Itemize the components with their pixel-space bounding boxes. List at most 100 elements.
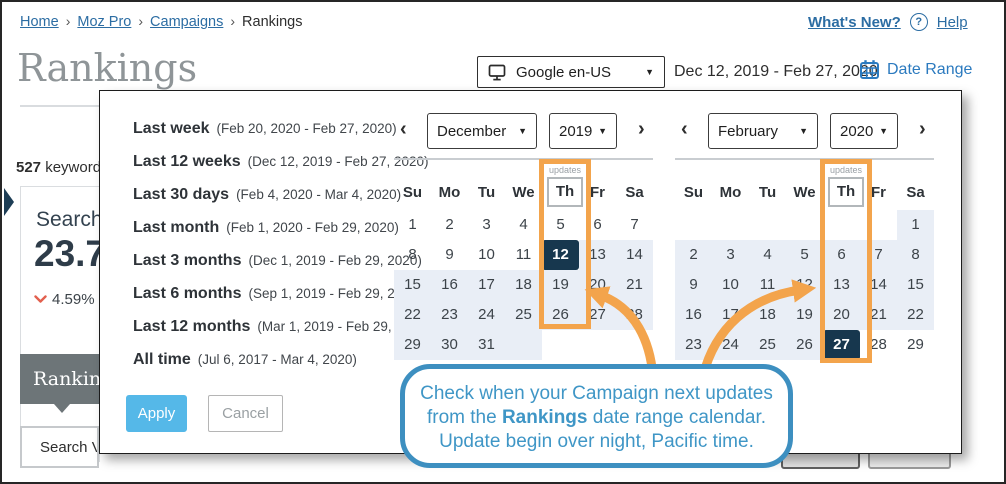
- day-cell[interactable]: 30: [431, 330, 468, 360]
- search-visibility-toggle[interactable]: Search V: [20, 426, 99, 468]
- day-cell[interactable]: 6: [823, 240, 860, 270]
- weekday-label: Fr: [590, 184, 605, 201]
- prev-month-button[interactable]: ‹: [681, 118, 688, 140]
- year-select[interactable]: 2019 ▼: [549, 113, 617, 149]
- day-cell[interactable]: 1: [408, 216, 417, 233]
- day-cell[interactable]: 1: [897, 210, 934, 240]
- day-cell[interactable]: 27: [579, 300, 616, 330]
- weekday-label: Tu: [758, 184, 777, 201]
- day-cell[interactable]: 14: [616, 240, 653, 270]
- day-cell[interactable]: 23: [675, 330, 712, 360]
- preset-item[interactable]: All time (Jul 6, 2017 - Mar 4, 2020): [133, 343, 430, 376]
- preset-range: (Jul 6, 2017 - Mar 4, 2020): [197, 352, 357, 367]
- day-cell[interactable]: 12: [786, 270, 823, 300]
- day-cell[interactable]: 2: [445, 216, 454, 233]
- day-cell[interactable]: 18: [505, 270, 542, 300]
- day-cell[interactable]: 26: [786, 330, 823, 360]
- day-cell[interactable]: 7: [630, 216, 639, 233]
- day-cell[interactable]: 29: [394, 330, 431, 360]
- day-cell[interactable]: 22: [394, 300, 431, 330]
- day-cell[interactable]: 9: [675, 270, 712, 300]
- day-cell[interactable]: 11: [515, 246, 532, 263]
- apply-button[interactable]: Apply: [126, 395, 187, 432]
- date-range-button[interactable]: Date Range: [859, 59, 972, 80]
- whats-new-link[interactable]: What's New?: [808, 13, 901, 31]
- preset-range: (Feb 4, 2020 - Mar 4, 2020): [236, 187, 402, 202]
- day-cell[interactable]: 14: [860, 270, 897, 300]
- day-cell[interactable]: 20: [579, 270, 616, 300]
- breadcrumb-item-home[interactable]: Home: [20, 14, 59, 30]
- month-select[interactable]: December ▼: [427, 113, 537, 149]
- day-cell[interactable]: 15: [897, 270, 934, 300]
- day-cell[interactable]: 10: [712, 270, 749, 300]
- preset-item[interactable]: Last 6 months (Sep 1, 2019 - Feb 29, 2020…: [133, 277, 430, 310]
- day-cell-selected[interactable]: 12: [542, 240, 579, 270]
- search-engine-selector[interactable]: Google en-US ▼: [477, 56, 665, 88]
- day-cell[interactable]: 2: [675, 240, 712, 270]
- day-cell[interactable]: 13: [579, 240, 616, 270]
- day-cell[interactable]: 23: [431, 300, 468, 330]
- day-cell[interactable]: 10: [478, 246, 495, 263]
- day-cell[interactable]: 28: [870, 336, 887, 353]
- day-cell[interactable]: 18: [749, 300, 786, 330]
- day-cell[interactable]: 4: [519, 216, 528, 233]
- day-cell[interactable]: 9: [445, 246, 454, 263]
- day-cell[interactable]: 19: [786, 300, 823, 330]
- day-cell[interactable]: 31: [468, 330, 505, 360]
- day-grid: 1 2 3 4 5 6 7 8 9 10 11 12 13 14 15 16 17 18 19 20 21 22 23 24 2…: [394, 210, 653, 360]
- day-cell[interactable]: 25: [749, 330, 786, 360]
- preset-item[interactable]: Last 30 days (Feb 4, 2020 - Mar 4, 2020): [133, 178, 430, 211]
- day-cell[interactable]: 4: [749, 240, 786, 270]
- day-cell[interactable]: 21: [860, 300, 897, 330]
- day-cell[interactable]: 21: [616, 270, 653, 300]
- day-cell[interactable]: 15: [394, 270, 431, 300]
- day-cell[interactable]: 24: [712, 330, 749, 360]
- cancel-button[interactable]: Cancel: [208, 395, 283, 432]
- day-cell[interactable]: [505, 330, 542, 360]
- preset-label: Last 3 months: [133, 252, 242, 269]
- day-cell[interactable]: 24: [468, 300, 505, 330]
- day-cell[interactable]: 16: [431, 270, 468, 300]
- breadcrumb-item-campaigns[interactable]: Campaigns: [150, 14, 224, 30]
- preset-range: (Mar 1, 2019 - Feb 29, 2020): [257, 319, 430, 334]
- preset-item[interactable]: Last month (Feb 1, 2020 - Feb 29, 2020): [133, 211, 430, 244]
- preset-item[interactable]: Last 3 months (Dec 1, 2019 - Feb 29, 2020…: [133, 244, 430, 277]
- day-cell[interactable]: 3: [482, 216, 491, 233]
- day-cell[interactable]: 20: [823, 300, 860, 330]
- weekday-row: Su Mo Tu We Th Fr Sa: [675, 175, 934, 211]
- updates-label: updates: [548, 165, 582, 175]
- month-select[interactable]: February ▼: [708, 113, 818, 149]
- day-cell[interactable]: 13: [823, 270, 860, 300]
- day-cell[interactable]: 8: [897, 240, 934, 270]
- day-cell[interactable]: 7: [860, 240, 897, 270]
- day-cell[interactable]: 5: [786, 240, 823, 270]
- preset-item[interactable]: Last 12 weeks (Dec 12, 2019 - Feb 27, 202…: [133, 145, 430, 178]
- day-cell-selected[interactable]: 27: [823, 330, 860, 360]
- day-cell[interactable]: 17: [712, 300, 749, 330]
- day-cell[interactable]: 17: [468, 270, 505, 300]
- day-cell[interactable]: 5: [556, 216, 565, 233]
- day-cell[interactable]: 11: [749, 270, 786, 300]
- help-link[interactable]: Help: [936, 13, 968, 31]
- next-month-button[interactable]: ›: [919, 118, 926, 140]
- day-cell[interactable]: 8: [408, 246, 417, 263]
- day-cell[interactable]: 3: [712, 240, 749, 270]
- weekday-label: Mo: [719, 184, 742, 201]
- day-cell[interactable]: 26: [542, 300, 579, 330]
- breadcrumb-item-moz-pro[interactable]: Moz Pro: [77, 14, 132, 30]
- tab-rankings[interactable]: Ranking: [20, 354, 99, 404]
- day-cell[interactable]: 19: [542, 270, 579, 300]
- day-cell[interactable]: 16: [675, 300, 712, 330]
- day-cell[interactable]: 6: [593, 216, 602, 233]
- day-cell[interactable]: 28: [616, 300, 653, 330]
- day-cell[interactable]: 29: [907, 336, 924, 353]
- year-select[interactable]: 2020 ▼: [830, 113, 898, 149]
- day-cell[interactable]: 25: [505, 300, 542, 330]
- next-month-button[interactable]: ›: [638, 118, 645, 140]
- month-select-value: December: [437, 122, 507, 140]
- preset-item[interactable]: Last 12 months (Mar 1, 2019 - Feb 29, 202…: [133, 310, 430, 343]
- metric-delta-value: 4.59%: [52, 291, 95, 308]
- preset-item[interactable]: Last week (Feb 20, 2020 - Feb 27, 2020): [133, 112, 430, 145]
- day-cell[interactable]: 22: [897, 300, 934, 330]
- prev-month-button[interactable]: ‹: [400, 118, 407, 140]
